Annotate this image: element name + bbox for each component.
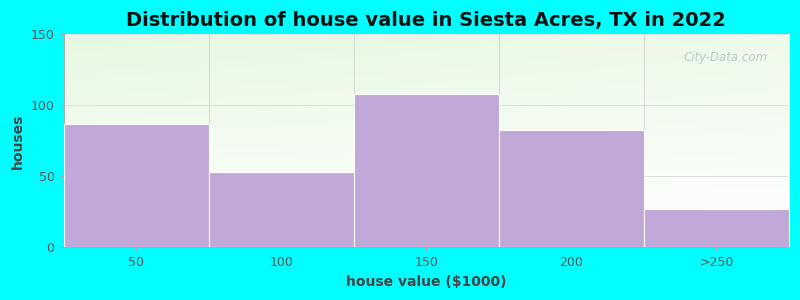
Bar	[63, 124, 209, 247]
Bar	[498, 130, 644, 247]
Text: City-Data.com: City-Data.com	[683, 52, 767, 64]
Bar	[354, 94, 498, 247]
Bar	[644, 209, 789, 247]
Y-axis label: houses: houses	[11, 113, 25, 169]
X-axis label: house value ($1000): house value ($1000)	[346, 275, 506, 289]
Bar	[209, 172, 354, 247]
Title: Distribution of house value in Siesta Acres, TX in 2022: Distribution of house value in Siesta Ac…	[126, 11, 726, 30]
